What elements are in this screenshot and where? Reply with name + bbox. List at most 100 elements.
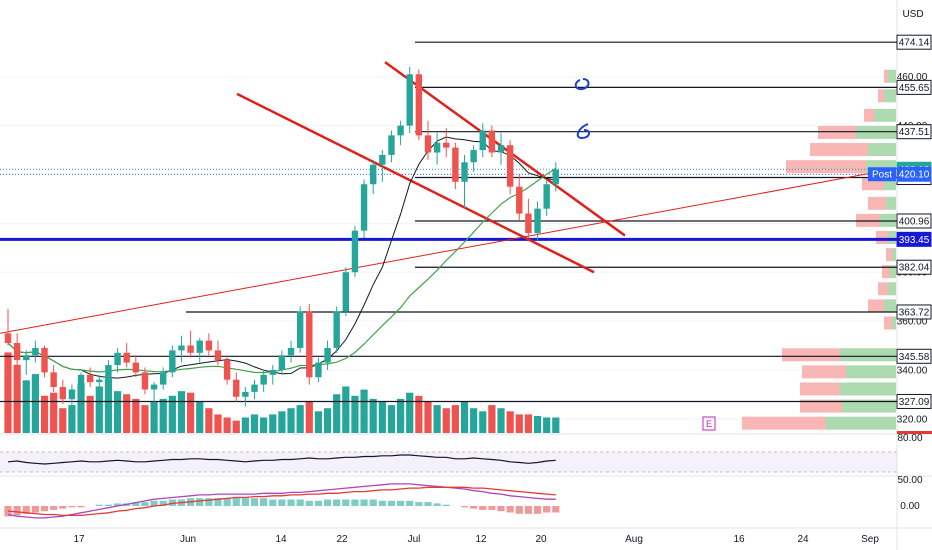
trendline-upper[interactable] — [384, 61, 626, 237]
candle-body[interactable] — [96, 379, 103, 383]
candle-body[interactable] — [424, 135, 432, 153]
level-label-box[interactable] — [896, 259, 932, 275]
candle-body[interactable] — [433, 142, 441, 153]
candle-body[interactable] — [196, 340, 203, 353]
macd-histogram-bar — [360, 499, 368, 506]
candle-body[interactable] — [370, 164, 377, 185]
candle-body[interactable] — [287, 347, 295, 356]
profile-bar-up — [842, 399, 896, 413]
candle-body[interactable] — [461, 162, 468, 182]
trendline-rising[interactable] — [0, 167, 898, 334]
candle-body[interactable] — [388, 135, 395, 155]
volume-bar — [287, 408, 295, 433]
volume-bar — [205, 408, 213, 433]
candle-body[interactable] — [41, 347, 48, 373]
level-label: 437.51 — [899, 127, 930, 138]
volume-bar — [387, 405, 396, 433]
candle-body[interactable] — [187, 345, 194, 353]
macd-histogram-bar — [524, 506, 533, 514]
macd-pane — [4, 483, 560, 519]
level-label-box[interactable] — [896, 304, 932, 320]
candle-body[interactable] — [278, 355, 286, 370]
candle-body[interactable] — [150, 384, 158, 390]
level-label-box[interactable] — [896, 124, 932, 140]
level-label-box[interactable] — [896, 213, 932, 229]
candle-body[interactable] — [260, 374, 267, 385]
candle-body[interactable] — [242, 391, 249, 397]
candle-body[interactable] — [479, 130, 486, 151]
candle-body[interactable] — [86, 374, 94, 383]
support-label-box[interactable] — [896, 231, 932, 247]
profile-bar-up — [888, 69, 896, 83]
candle-body[interactable] — [269, 369, 276, 375]
candle-body[interactable] — [534, 208, 541, 234]
candle-body[interactable] — [497, 145, 505, 153]
candle-body[interactable] — [342, 272, 350, 312]
candle-body[interactable] — [296, 311, 304, 348]
profile-bar-down — [818, 125, 856, 139]
candle-body[interactable] — [169, 350, 176, 373]
candle-body[interactable] — [452, 147, 459, 182]
candle-body[interactable] — [516, 186, 523, 214]
candle-body[interactable] — [415, 74, 423, 136]
profile-bar-down — [742, 416, 826, 430]
candle-body[interactable] — [306, 311, 313, 378]
candle-body[interactable] — [23, 355, 30, 361]
candle-body[interactable] — [233, 379, 240, 397]
candle-body[interactable] — [59, 387, 66, 400]
volume-bar — [524, 414, 533, 433]
candle-body[interactable] — [223, 360, 231, 380]
candle-body[interactable] — [333, 311, 340, 348]
candle-body[interactable] — [68, 389, 76, 400]
candle-body[interactable] — [114, 352, 121, 366]
candle-body[interactable] — [525, 213, 532, 234]
level-label-box[interactable] — [896, 393, 932, 409]
volume-bar — [223, 417, 231, 433]
level-label: 327.09 — [899, 397, 930, 408]
candle-body[interactable] — [251, 384, 258, 392]
candle-body[interactable] — [123, 352, 130, 363]
candle-body[interactable] — [105, 365, 112, 380]
candle-body[interactable] — [178, 345, 185, 351]
candle-body[interactable] — [315, 362, 322, 378]
candle-body[interactable] — [488, 130, 496, 153]
volume-bar — [113, 391, 122, 433]
candle-body[interactable] — [324, 347, 331, 363]
candle-body[interactable] — [132, 362, 140, 373]
profile-bar-down — [868, 196, 886, 210]
volume-bar — [269, 414, 277, 433]
level-label-box[interactable] — [896, 34, 932, 50]
candle-body[interactable] — [13, 343, 21, 361]
post-price-label-box[interactable] — [896, 166, 932, 182]
candle-body[interactable] — [77, 374, 85, 390]
level-label-box[interactable] — [896, 348, 932, 364]
profile-bar-down — [878, 89, 884, 103]
candle-body[interactable] — [543, 184, 550, 209]
macd-histogram-bar — [13, 506, 21, 516]
candle-body[interactable] — [50, 372, 57, 388]
candle-body[interactable] — [379, 154, 386, 165]
candle-body[interactable] — [32, 347, 39, 356]
candle-body[interactable] — [4, 333, 12, 344]
candle-body[interactable] — [470, 150, 477, 163]
profile-bar-up — [892, 248, 896, 262]
candle-body[interactable] — [406, 74, 413, 126]
level-label-box[interactable] — [896, 79, 932, 95]
candle-body[interactable] — [214, 350, 222, 361]
candle-body[interactable] — [360, 184, 368, 231]
candle-body[interactable] — [141, 372, 149, 390]
candle-body[interactable] — [443, 142, 450, 148]
candle-body[interactable] — [160, 372, 167, 385]
macd-histogram-bar — [488, 506, 496, 510]
trendline-lower[interactable] — [236, 92, 595, 274]
earnings-marker-box[interactable] — [702, 416, 716, 431]
candle-body[interactable] — [397, 125, 404, 136]
macd-histogram-bar — [132, 502, 140, 506]
candle-body[interactable] — [506, 145, 514, 187]
candle-body[interactable] — [552, 169, 559, 185]
candle-body[interactable] — [205, 340, 213, 351]
macd-histogram-bar — [113, 503, 122, 506]
candle-body[interactable] — [351, 230, 359, 273]
macd-histogram-bar — [433, 503, 441, 506]
